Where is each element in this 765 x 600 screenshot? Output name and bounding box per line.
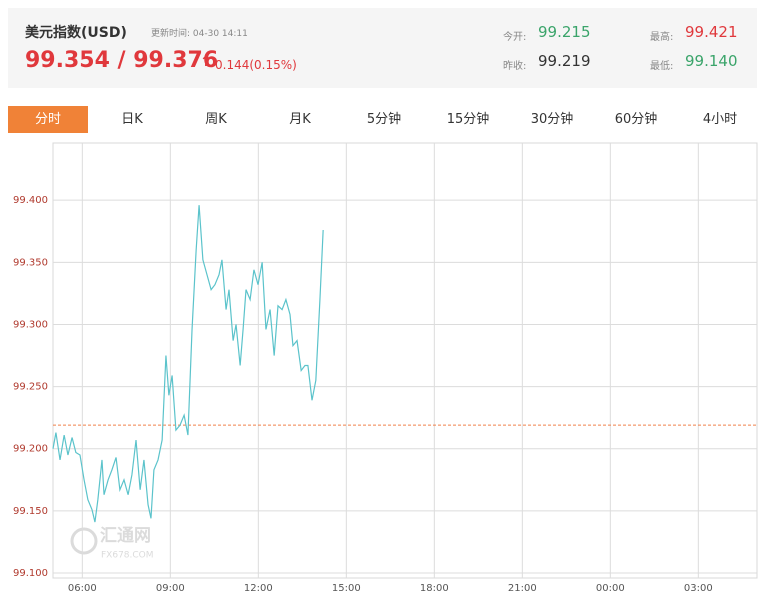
- price-line: [52, 205, 324, 523]
- x-tick-label: 15:00: [332, 583, 361, 594]
- quote-header: 美元指数(USD) 更新时间: 04-30 14:11 99.354 / 99.…: [8, 8, 757, 88]
- tab[interactable]: 周K: [205, 112, 227, 127]
- change: 0.144(0.15%): [215, 58, 297, 72]
- high: 99.421: [685, 23, 738, 41]
- x-tick-label: 18:00: [420, 583, 449, 594]
- open: 99.215: [538, 23, 591, 41]
- y-tick-label: 99.250: [13, 382, 48, 393]
- tab[interactable]: 30分钟: [530, 112, 574, 127]
- x-tick-label: 03:00: [684, 583, 713, 594]
- up-arrow: ↑: [200, 54, 212, 70]
- x-tick-label: 12:00: [244, 583, 273, 594]
- tab[interactable]: 60分钟: [614, 112, 658, 127]
- watermark-name: 汇通网: [100, 526, 151, 546]
- y-tick-label: 99.100: [13, 568, 48, 579]
- prev-close: 99.219: [538, 52, 591, 70]
- title: 美元指数(USD): [25, 25, 127, 41]
- tab[interactable]: 5分钟: [366, 112, 402, 127]
- x-tick-label: 09:00: [156, 583, 185, 594]
- price: 99.354 / 99.376: [25, 48, 219, 73]
- tab[interactable]: 4小时: [702, 112, 738, 127]
- y-tick-label: 99.400: [13, 195, 48, 206]
- y-tick-label: 99.350: [13, 257, 48, 268]
- y-tick-label: 99.300: [13, 319, 48, 330]
- watermark-site: FX678.COM: [101, 551, 154, 561]
- tab[interactable]: 15分钟: [446, 112, 490, 127]
- y-tick-label: 99.150: [13, 506, 48, 517]
- tab-bar: 分时 日K 周K 月K 5分钟 15分钟 30分钟 60分钟 4小时: [8, 106, 757, 133]
- x-tick-label: 21:00: [508, 583, 537, 594]
- tab[interactable]: 月K: [289, 112, 311, 127]
- low: 99.140: [685, 52, 738, 70]
- watermark-logo: [70, 527, 98, 555]
- open-label: 今开:: [503, 32, 527, 43]
- y-tick-label: 99.200: [13, 444, 48, 455]
- watermark: 汇通网 FX678.COM: [70, 526, 154, 561]
- prev-close-label: 昨收:: [503, 61, 527, 72]
- tab[interactable]: 分时: [8, 106, 88, 133]
- update-time: 更新时间: 04-30 14:11: [151, 29, 248, 39]
- high-label: 最高:: [650, 32, 674, 43]
- x-tick-label: 00:00: [596, 583, 625, 594]
- x-tick-label: 06:00: [68, 583, 97, 594]
- tab[interactable]: 日K: [121, 112, 143, 127]
- low-label: 最低:: [650, 61, 674, 72]
- plot-frame: [52, 142, 758, 579]
